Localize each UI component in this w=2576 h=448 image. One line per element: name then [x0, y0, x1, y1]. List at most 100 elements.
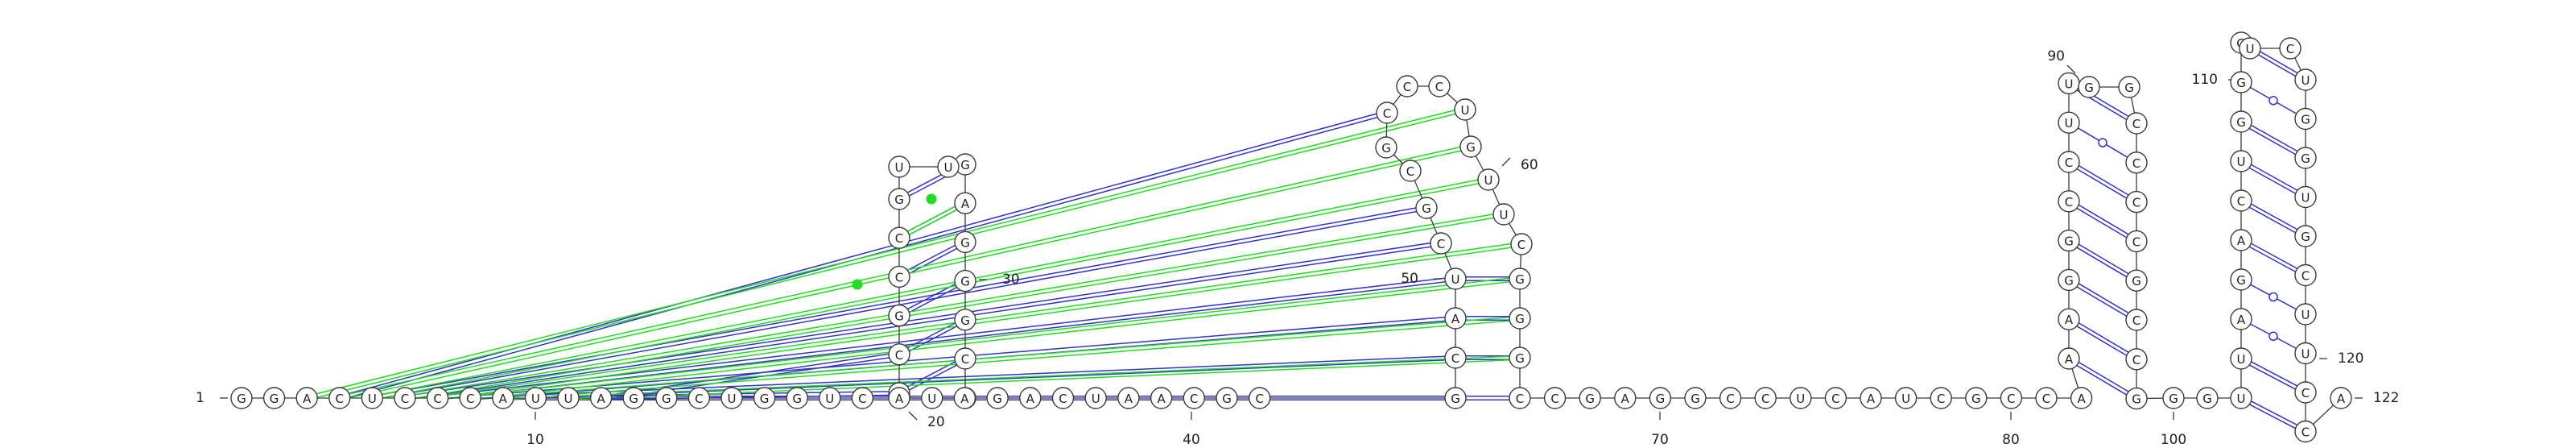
nucleotide: G: [230, 387, 253, 409]
nucleotide-circle: [720, 387, 743, 409]
nucleotide-letter: G: [960, 158, 970, 172]
nucleotide-letter: U: [2237, 352, 2246, 367]
nucleotide: U: [2294, 303, 2317, 326]
nucleotide: U: [2230, 387, 2252, 409]
nucleotide-letter: U: [1461, 103, 1470, 118]
nucleotide-circle: [2070, 387, 2093, 409]
nucleotide-circle: [2294, 263, 2317, 287]
nucleotide-circle: [2000, 387, 2023, 409]
nucleotide-letter: U: [2301, 191, 2310, 205]
nucleotide: C: [1543, 387, 1567, 409]
nucleotide-letter: C: [1383, 106, 1391, 121]
nucleotide-letter: A: [2065, 313, 2074, 327]
nucleotide: A: [1117, 387, 1140, 409]
nucleotide-circle: [1216, 387, 1238, 409]
nucleotide-letter: C: [858, 392, 866, 406]
position-number-label: 40: [1183, 432, 1200, 448]
position-number-label: 50: [1401, 271, 1418, 287]
nucleotide-letter: C: [695, 392, 703, 406]
nucleotide-letter: U: [2237, 392, 2246, 406]
nucleotide: U: [1894, 387, 1918, 409]
pseudoknot-pair-alt: [898, 201, 965, 237]
nucleotide: C: [888, 226, 910, 249]
nucleotide-circle: [1719, 387, 1742, 409]
nucleotide: U: [2239, 37, 2261, 60]
nucleotide-circle: [937, 156, 960, 178]
nucleotide-circle: [2125, 387, 2148, 410]
nucleotide-letter: A: [1157, 392, 1166, 406]
nucleotide: C: [2058, 190, 2080, 213]
nucleotide-circle: [1509, 268, 1531, 290]
nucleotide-circle: [1117, 387, 1140, 409]
nucleotide: C: [1051, 387, 1075, 409]
nucleotide: C: [1396, 75, 1418, 97]
nucleotide: G: [1415, 197, 1438, 219]
nucleotide-letter: G: [1222, 392, 1232, 406]
nucleotide: G: [2230, 268, 2252, 291]
nucleotide-letter: C: [1190, 392, 1198, 406]
nucleotide-layer: GGACUCCCAUUAGGCUGGUCGCGGGAGUUGCCGCGAUAGA…: [230, 31, 2352, 443]
nucleotide: A: [589, 387, 613, 409]
nucleotide-letter: U: [895, 160, 904, 175]
nucleotide-letter: G: [2236, 115, 2246, 130]
nucleotide: C: [2230, 189, 2252, 212]
nucleotide-circle: [1248, 387, 1271, 409]
nucleotide: G: [1579, 387, 1601, 409]
nucleotide: U: [2058, 72, 2080, 95]
nucleotide-circle: [1509, 346, 1531, 369]
nucleotide: G: [888, 304, 910, 327]
nucleotide-circle: [295, 387, 318, 409]
nucleotide-circle: [2279, 37, 2301, 60]
nucleotide-letter: C: [2286, 42, 2294, 56]
nucleotide-circle: [2230, 268, 2252, 291]
nucleotide-circle: [2058, 151, 2080, 173]
base-pair: [2069, 238, 2138, 280]
nucleotide-circle: [888, 226, 910, 249]
nucleotide: U: [920, 387, 943, 409]
nucleotide-circle: [1965, 387, 1988, 409]
nucleotide-circle: [1477, 168, 1500, 191]
nucleotide: A: [1860, 387, 1882, 409]
nucleotide-letter: C: [1437, 237, 1445, 251]
base-pair: [2240, 162, 2306, 200]
nucleotide: U: [524, 387, 547, 409]
nucleotide-circle: [953, 387, 976, 409]
nucleotide: C: [426, 387, 449, 409]
base-pair: [2241, 198, 2307, 235]
nucleotide-circle: [1509, 307, 1531, 330]
pseudoknot-pair-alt: [405, 215, 1505, 401]
pseudoknot-pair-alt: [470, 280, 1521, 401]
nucleotide: U: [2294, 342, 2317, 365]
nucleotide-circle: [2230, 347, 2252, 370]
nucleotide-circle: [1375, 136, 1397, 159]
nucleotide-letter: U: [1901, 392, 1910, 406]
nucleotide-circle: [361, 387, 384, 409]
nucleotide-letter: A: [2337, 392, 2346, 406]
base-pair: [2067, 163, 2136, 205]
nucleotide-circle: [1150, 387, 1173, 409]
nucleotide-letter: U: [1092, 392, 1100, 406]
nucleotide-letter: C: [2301, 386, 2310, 400]
nucleotide-circle: [2058, 190, 2080, 213]
nucleotide-circle: [1860, 387, 1882, 409]
nucleotide-circle: [2294, 225, 2317, 247]
nucleotide: G: [1965, 387, 1988, 409]
pseudoknot-pair: [404, 240, 1441, 397]
base-pair: [2241, 159, 2307, 197]
nucleotide: C: [1248, 387, 1271, 409]
nucleotide-letter: G: [960, 313, 970, 328]
nucleotide-circle: [888, 304, 910, 327]
nucleotide: G: [2294, 107, 2317, 131]
nucleotide: U: [819, 387, 841, 409]
nucleotide-letter: G: [2132, 392, 2141, 407]
nucleotide: G: [1459, 135, 1482, 158]
nucleotide: U: [557, 387, 580, 409]
nucleotide: G: [1509, 307, 1531, 330]
nucleotide-circle: [888, 387, 910, 409]
nucleotide-circle: [920, 387, 943, 409]
nucleotide-letter: G: [894, 193, 904, 207]
nucleotide: U: [1492, 203, 1515, 226]
nucleotide: C: [851, 387, 874, 409]
nucleotide-circle: [1579, 387, 1601, 409]
nucleotide-circle: [2196, 387, 2219, 409]
